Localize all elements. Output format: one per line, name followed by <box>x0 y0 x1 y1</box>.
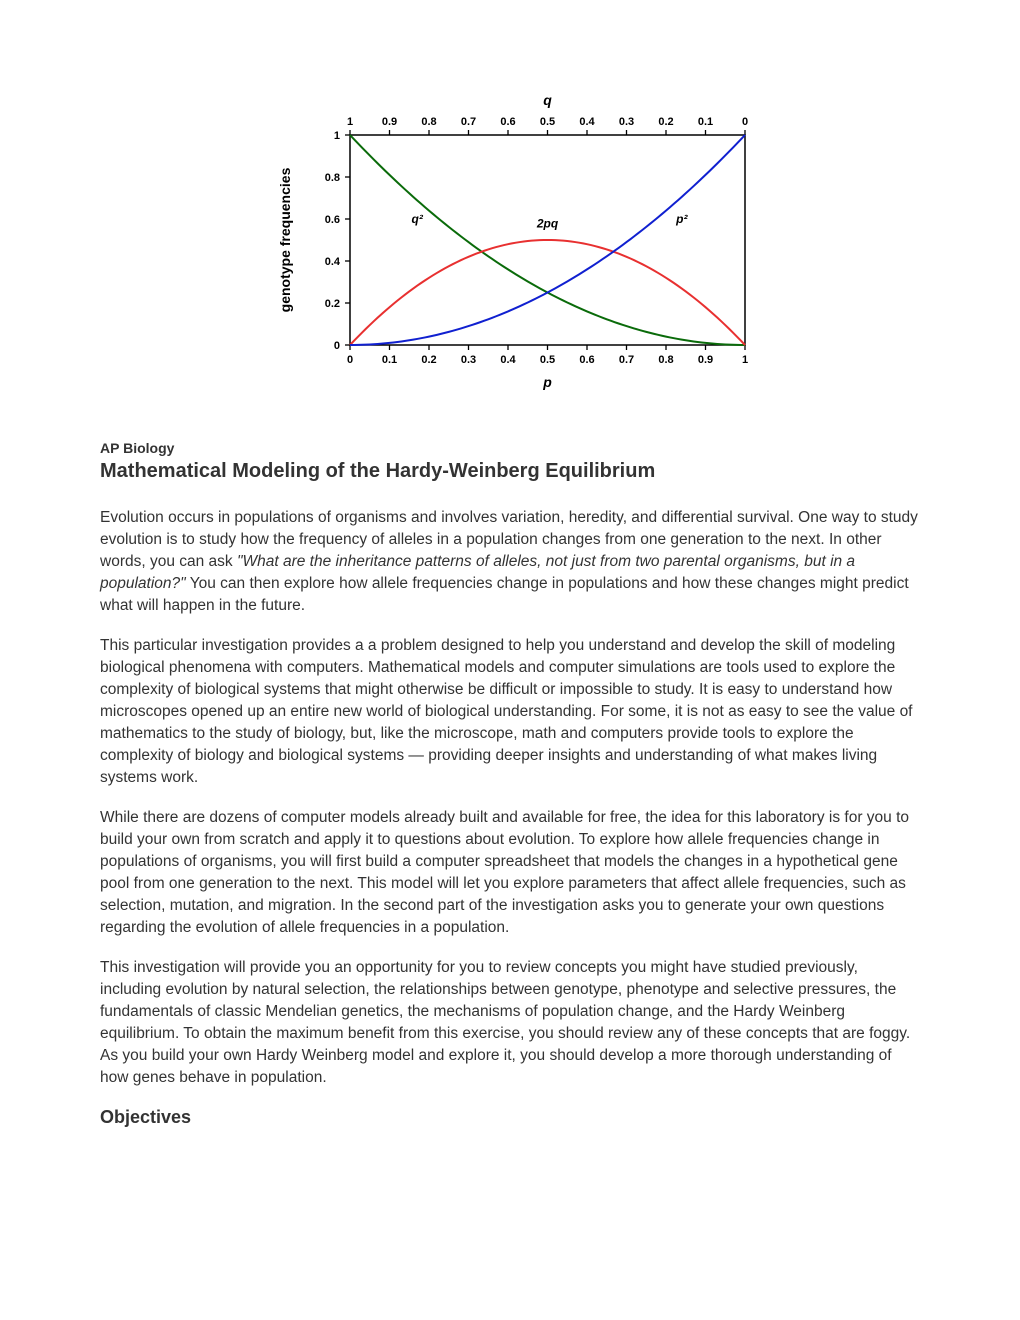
svg-text:0.8: 0.8 <box>325 172 340 184</box>
paragraph-1: Evolution occurs in populations of organ… <box>100 507 920 617</box>
paragraph-1b: You can then explore how allele frequenc… <box>100 575 909 614</box>
svg-text:0.4: 0.4 <box>579 116 595 128</box>
svg-text:0.4: 0.4 <box>500 354 516 366</box>
svg-text:genotype frequencies: genotype frequencies <box>277 167 293 312</box>
svg-text:2pq: 2pq <box>536 216 559 230</box>
svg-text:1: 1 <box>334 130 340 142</box>
svg-text:q²: q² <box>411 212 423 226</box>
chart-container: 00.10.20.30.40.50.60.70.80.9110.90.80.70… <box>100 80 920 400</box>
svg-text:0.8: 0.8 <box>421 116 436 128</box>
svg-text:0.1: 0.1 <box>382 354 397 366</box>
svg-text:0: 0 <box>742 116 748 128</box>
svg-text:0.5: 0.5 <box>540 116 555 128</box>
svg-text:0.6: 0.6 <box>579 354 594 366</box>
svg-text:0.3: 0.3 <box>461 354 476 366</box>
svg-text:0.6: 0.6 <box>325 214 340 226</box>
svg-text:0.3: 0.3 <box>619 116 634 128</box>
page-title: Mathematical Modeling of the Hardy-Weinb… <box>100 460 920 483</box>
svg-text:0: 0 <box>334 340 340 352</box>
svg-text:0.2: 0.2 <box>658 116 673 128</box>
svg-text:0.9: 0.9 <box>382 116 397 128</box>
svg-text:0.5: 0.5 <box>540 354 555 366</box>
svg-text:0.7: 0.7 <box>619 354 634 366</box>
paragraph-2: This particular investigation provides a… <box>100 635 920 789</box>
svg-text:0.7: 0.7 <box>461 116 476 128</box>
objectives-heading: Objectives <box>100 1107 920 1128</box>
svg-text:0.2: 0.2 <box>421 354 436 366</box>
svg-text:1: 1 <box>347 116 353 128</box>
svg-text:p²: p² <box>675 212 688 226</box>
paragraph-4: This investigation will provide you an o… <box>100 957 920 1089</box>
svg-text:q: q <box>543 92 552 108</box>
svg-text:0.4: 0.4 <box>325 256 341 268</box>
svg-text:0.1: 0.1 <box>698 116 713 128</box>
svg-text:0.6: 0.6 <box>500 116 515 128</box>
svg-text:0.8: 0.8 <box>658 354 673 366</box>
svg-text:p: p <box>542 374 552 390</box>
paragraph-3: While there are dozens of computer model… <box>100 807 920 939</box>
svg-text:0.2: 0.2 <box>325 298 340 310</box>
svg-text:1: 1 <box>742 354 748 366</box>
document-page: 00.10.20.30.40.50.60.70.80.9110.90.80.70… <box>0 0 1020 1188</box>
hardy-weinberg-chart: 00.10.20.30.40.50.60.70.80.9110.90.80.70… <box>250 80 770 400</box>
course-subject: AP Biology <box>100 440 920 456</box>
svg-text:0: 0 <box>347 354 353 366</box>
svg-text:0.9: 0.9 <box>698 354 713 366</box>
